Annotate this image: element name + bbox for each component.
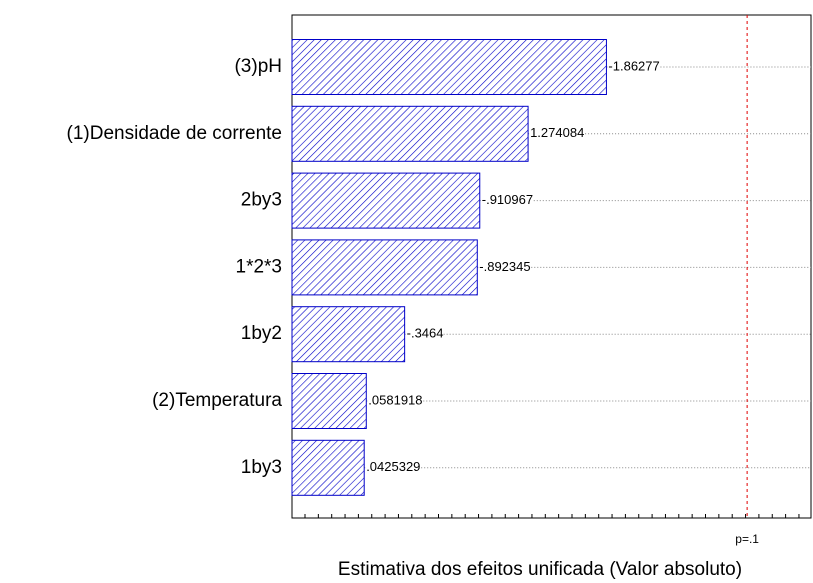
bar [291,373,367,429]
value-label: -.910967 [482,192,533,207]
bar [291,239,478,296]
bar [291,306,406,363]
bar [291,172,481,229]
label-bg [481,192,534,208]
label-bg [530,125,585,141]
y-tick-label: (3)pH [234,56,282,77]
label-bg [366,459,421,475]
value-label: .0425329 [366,459,420,474]
label-bg [406,325,444,341]
value-label: -1.86277 [608,58,659,73]
bar [291,105,529,162]
y-tick-label: 1by2 [241,323,282,344]
label-bg [608,58,660,74]
y-tick-label: 1by3 [241,457,282,478]
value-label: -.3464 [407,326,444,341]
y-tick-label: (1)Densidade de corrente [67,123,282,144]
label-bg [479,258,531,274]
x-axis-title: Estimativa dos efeitos unificada (Valor … [338,559,742,580]
bar [291,39,607,95]
value-label: -.892345 [479,259,530,274]
bar [291,439,365,496]
y-tick-label: 1*2*3 [236,256,283,277]
value-label: 1.274084 [530,125,584,140]
label-bg [368,392,423,408]
value-label: .0581918 [368,392,422,407]
y-tick-label: (2)Temperatura [152,390,282,411]
y-tick-label: 2by3 [241,190,282,211]
reference-label: p=.1 [735,532,759,546]
